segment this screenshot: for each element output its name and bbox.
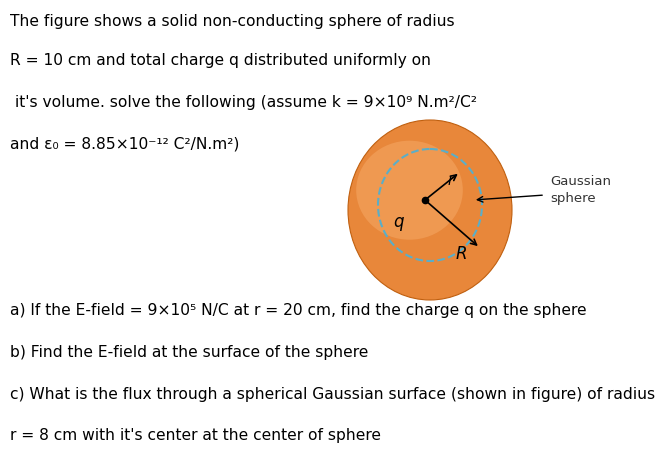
Text: b) Find the E-field at the surface of the sphere: b) Find the E-field at the surface of th… bbox=[10, 345, 369, 360]
Text: r = 8 cm with it's center at the center of sphere: r = 8 cm with it's center at the center … bbox=[10, 428, 381, 443]
Text: q: q bbox=[393, 213, 403, 231]
Text: R: R bbox=[456, 245, 468, 263]
Ellipse shape bbox=[348, 120, 512, 300]
Text: and ε₀ = 8.85×10⁻¹² C²/N.m²): and ε₀ = 8.85×10⁻¹² C²/N.m²) bbox=[10, 137, 239, 151]
Text: R = 10 cm and total charge q distributed uniformly on: R = 10 cm and total charge q distributed… bbox=[10, 53, 431, 68]
Text: c) What is the flux through a spherical Gaussian surface (shown in figure) of ra: c) What is the flux through a spherical … bbox=[10, 387, 655, 401]
Text: r: r bbox=[448, 174, 454, 188]
Text: The figure shows a solid non-conducting sphere of radius: The figure shows a solid non-conducting … bbox=[10, 14, 455, 29]
Text: a) If the E-field = 9×10⁵ N/C at r = 20 cm, find the charge q on the sphere: a) If the E-field = 9×10⁵ N/C at r = 20 … bbox=[10, 303, 587, 318]
Text: it's volume. solve the following (assume k = 9×10⁹ N.m²/C²: it's volume. solve the following (assume… bbox=[10, 95, 477, 110]
Text: Gaussian
sphere: Gaussian sphere bbox=[550, 175, 611, 205]
Ellipse shape bbox=[356, 141, 463, 240]
